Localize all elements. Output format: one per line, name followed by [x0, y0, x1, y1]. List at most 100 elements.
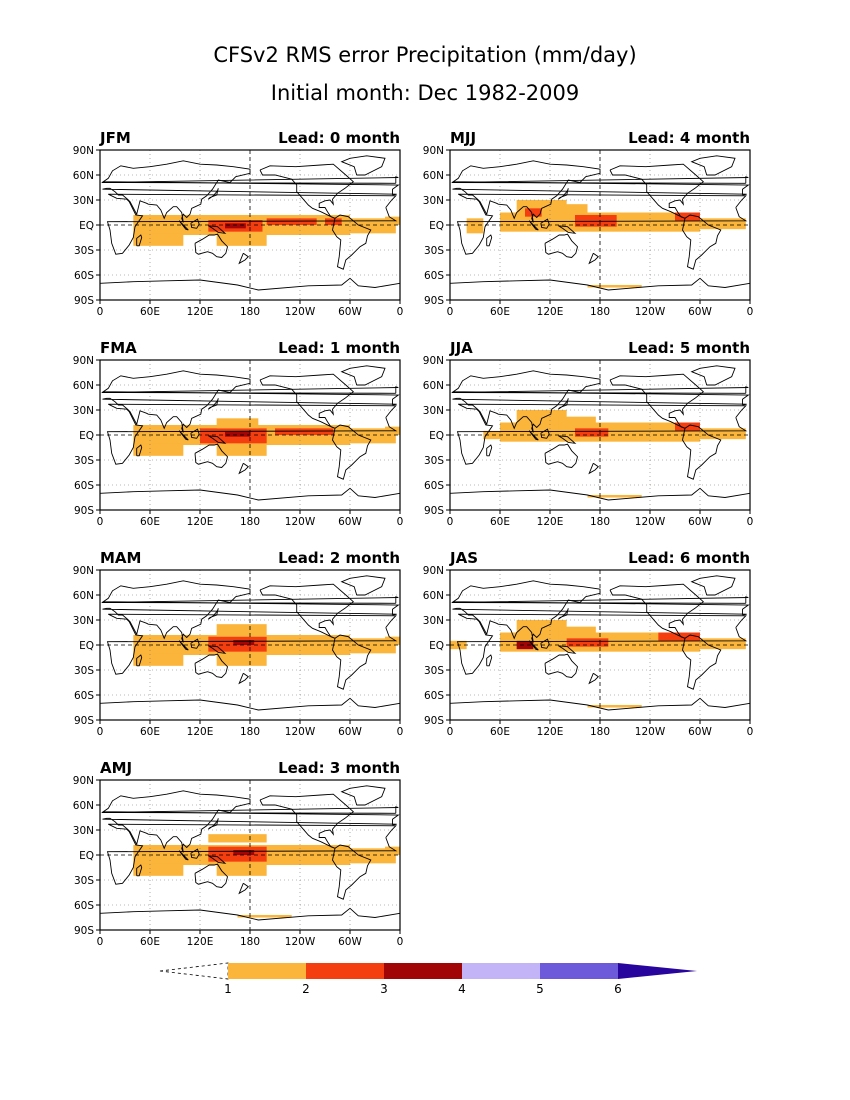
lon-tick-label: 120W — [285, 936, 316, 948]
coastline — [178, 220, 189, 231]
coastline — [540, 638, 550, 649]
lat-tick-label: 60S — [74, 480, 94, 492]
lon-tick-label: 0 — [747, 306, 754, 318]
panel-lead: Lead: 4 month — [628, 129, 750, 147]
coastline — [690, 575, 736, 596]
error-patch-level-1 — [700, 428, 746, 440]
lon-tick-label: 120E — [187, 306, 214, 318]
panel-lead: Lead: 6 month — [628, 549, 750, 567]
error-patch-level-1 — [700, 218, 746, 230]
coastline — [340, 575, 386, 596]
coastline — [558, 645, 577, 654]
lat-tick-label: 90S — [74, 505, 94, 517]
lat-tick-label: EQ — [79, 220, 94, 232]
coastline — [340, 365, 386, 386]
lat-tick-label: EQ — [79, 850, 94, 862]
coastline — [690, 365, 736, 386]
panel-lead: Lead: 0 month — [278, 129, 400, 147]
coastline — [558, 435, 577, 444]
coastline — [101, 596, 399, 604]
panel-season: JFM — [99, 129, 131, 147]
coastline — [456, 193, 748, 255]
coastline — [190, 428, 200, 439]
coastline — [106, 193, 398, 255]
error-patch-level-1 — [350, 428, 396, 444]
coastline — [259, 163, 354, 219]
colorbar-label: 2 — [302, 982, 310, 996]
error-patch-level-2 — [566, 638, 609, 647]
lon-tick-label: 180 — [240, 306, 260, 318]
colorbar-lower-arrow — [159, 962, 229, 980]
coastline — [106, 613, 398, 675]
coastline — [450, 277, 750, 291]
coastline — [101, 176, 399, 184]
coastline — [136, 654, 143, 667]
map-field — [100, 570, 400, 720]
panel-season: MJJ — [450, 129, 476, 147]
lat-tick-label: 30S — [74, 665, 94, 677]
coastline — [238, 882, 250, 895]
coastline — [207, 818, 219, 830]
coastline — [588, 672, 600, 685]
lat-tick-label: 90S — [424, 715, 444, 727]
lat-tick-label: 30N — [73, 405, 94, 417]
panel-season: JJA — [449, 339, 473, 357]
map-field — [450, 570, 750, 720]
lat-tick-label: 90N — [423, 565, 444, 577]
lat-tick-label: 90N — [423, 145, 444, 157]
figure-subtitle: Initial month: Dec 1982-2009 — [271, 81, 579, 105]
coastline — [682, 634, 722, 690]
error-patch-level-2 — [275, 428, 334, 435]
lon-tick-label: 120W — [285, 516, 316, 528]
lon-tick-label: 120E — [537, 306, 564, 318]
lat-tick-label: 30S — [74, 875, 94, 887]
lon-tick-label: 60W — [338, 516, 362, 528]
error-patch-level-3 — [233, 640, 255, 645]
coastline — [450, 697, 750, 711]
lon-tick-label: 120W — [635, 306, 666, 318]
error-patch-level-1 — [133, 233, 184, 246]
error-patch-level-1 — [587, 705, 642, 708]
lat-tick-label: 30S — [74, 245, 94, 257]
lat-tick-label: EQ — [79, 430, 94, 442]
coastline — [100, 487, 400, 501]
error-patch-level-1 — [283, 848, 350, 855]
lat-tick-label: EQ — [429, 220, 444, 232]
colorbar: 1 2 3 4 5 6 — [159, 962, 697, 996]
coastline — [451, 596, 749, 604]
lon-tick-label: 60E — [140, 516, 160, 528]
lat-tick-label: 60N — [73, 170, 94, 182]
panel-lead: Lead: 3 month — [278, 759, 400, 777]
lat-tick-label: 90N — [73, 355, 94, 367]
lat-tick-label: 60S — [74, 900, 94, 912]
error-patch-level-1 — [558, 626, 596, 641]
coastline — [558, 225, 577, 234]
lat-tick-label: 60S — [424, 480, 444, 492]
coastline — [450, 487, 750, 501]
error-patch-level-1 — [216, 624, 267, 637]
lat-tick-label: 90N — [73, 145, 94, 157]
coastline — [340, 155, 386, 176]
coastline — [208, 435, 227, 444]
coastline — [544, 443, 578, 468]
coastline — [259, 373, 354, 429]
lat-tick-label: 60N — [423, 380, 444, 392]
coastline — [190, 848, 200, 859]
lat-tick-label: 90N — [73, 775, 94, 787]
lon-tick-label: 120E — [187, 726, 214, 738]
lat-tick-label: 30S — [74, 455, 94, 467]
lat-tick-label: 30N — [73, 195, 94, 207]
error-patch-level-2 — [266, 218, 317, 225]
figure-title: CFSv2 RMS error Precipitation (mm/day) — [213, 43, 636, 67]
lat-tick-label: 30N — [73, 615, 94, 627]
lat-tick-label: 90N — [73, 565, 94, 577]
panel-season: JAS — [449, 549, 478, 567]
coastline — [194, 233, 228, 258]
panel-season: AMJ — [100, 759, 132, 777]
lon-tick-label: 60E — [140, 726, 160, 738]
error-patch-level-1 — [350, 218, 396, 234]
coastline — [609, 163, 704, 219]
